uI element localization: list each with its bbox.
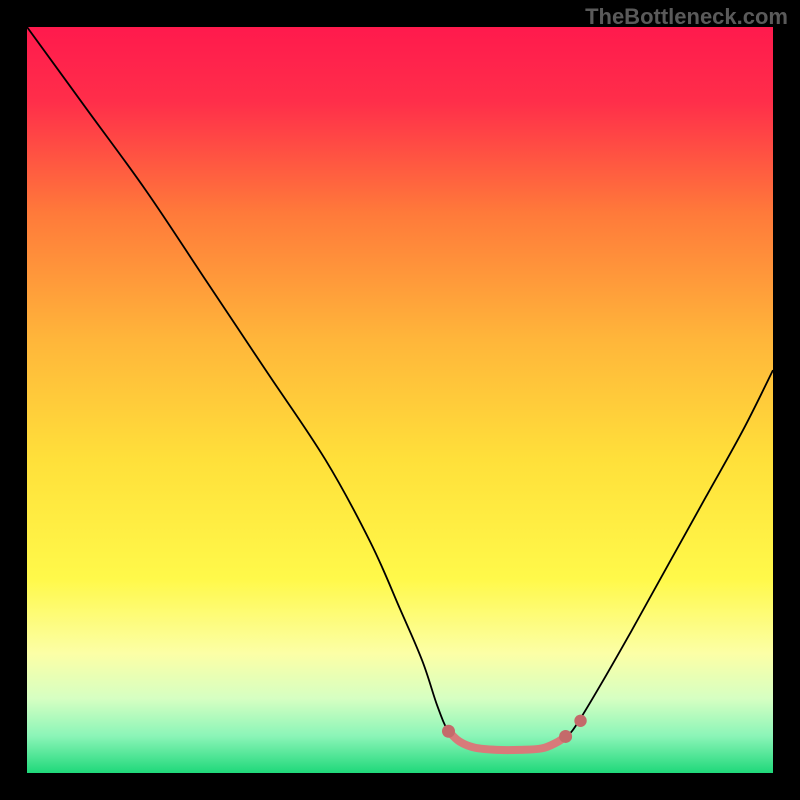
highlight-dot [574, 715, 586, 727]
watermark-label: TheBottleneck.com [585, 4, 788, 30]
chart-frame: TheBottleneck.com [0, 0, 800, 800]
highlight-end-left [442, 725, 455, 738]
bottleneck-curve-chart [27, 27, 773, 773]
gradient-background [27, 27, 773, 773]
plot-area [27, 27, 773, 773]
highlight-end-right [559, 730, 572, 743]
